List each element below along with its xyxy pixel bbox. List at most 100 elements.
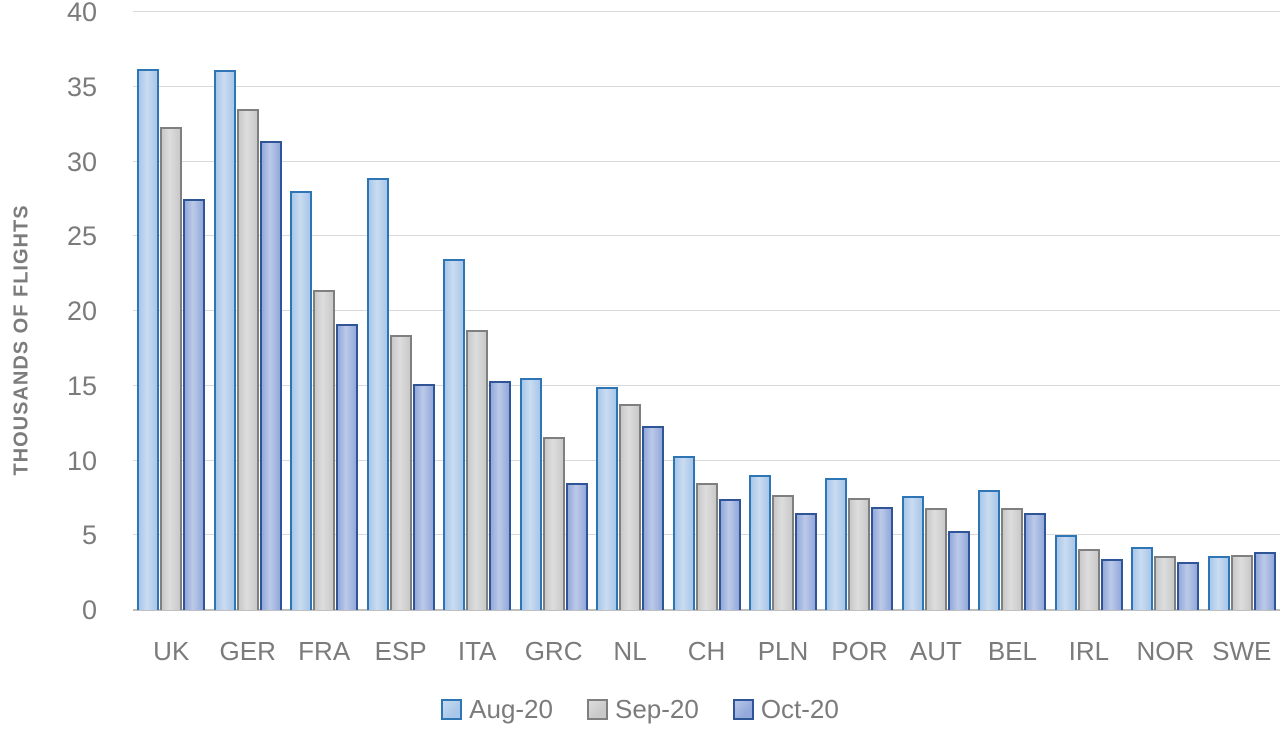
x-axis-label-aut: AUT [909, 636, 962, 666]
legend: Aug-20 Sep-20 Oct-20 [0, 694, 1280, 725]
bar-ita-sep-20 [466, 330, 489, 610]
bar-swe-sep-20 [1230, 554, 1253, 610]
bar-aut-aug-20 [901, 496, 924, 610]
gridline [133, 160, 1280, 162]
bar-grc-aug-20 [519, 378, 542, 610]
bar-aut-sep-20 [924, 508, 947, 610]
bar-fra-oct-20 [336, 324, 359, 610]
bar-nor-oct-20 [1177, 562, 1200, 610]
x-axis-label-fra: FRA [298, 636, 351, 666]
bar-por-aug-20 [825, 478, 848, 610]
gridline [133, 235, 1280, 237]
bar-group-aut [898, 12, 974, 610]
gridline [133, 310, 1280, 311]
bar-group-pln [745, 12, 821, 610]
bar-group-ger [209, 12, 285, 610]
y-tick-label: 0 [81, 595, 97, 625]
bar-pln-aug-20 [748, 475, 771, 610]
bar-uk-sep-20 [160, 127, 183, 610]
bar-swe-aug-20 [1207, 556, 1230, 610]
bar-bel-sep-20 [1001, 508, 1024, 610]
bar-group-esp [362, 12, 438, 610]
bar-por-sep-20 [848, 497, 871, 610]
bar-nor-aug-20 [1131, 547, 1154, 610]
bar-ch-aug-20 [672, 456, 695, 610]
bar-ger-sep-20 [236, 109, 259, 610]
bar-group-uk [133, 12, 209, 610]
bar-group-ch [668, 12, 744, 610]
x-axis-label-nl: NL [613, 636, 647, 666]
legend-label-sep-20: Sep-20 [614, 694, 699, 724]
x-axis-label-ger: GER [219, 636, 276, 666]
bar-esp-oct-20 [412, 384, 435, 610]
y-tick-label: 10 [66, 445, 97, 476]
legend-label-aug-20: Aug-20 [469, 694, 553, 724]
bar-group-fra [286, 12, 362, 610]
bar-group-grc [515, 12, 591, 610]
bar-nor-sep-20 [1154, 556, 1177, 610]
bar-uk-aug-20 [137, 68, 160, 610]
y-tick-label: 20 [66, 296, 97, 326]
gridline [133, 384, 1280, 386]
bar-bel-aug-20 [978, 490, 1001, 610]
bar-ch-sep-20 [695, 482, 718, 610]
bar-grc-oct-20 [565, 482, 588, 610]
x-axis-label-irl: IRL [1068, 636, 1110, 666]
bar-ch-oct-20 [718, 499, 741, 610]
x-axis-label-grc: GRC [524, 636, 583, 666]
x-axis-line [133, 609, 1280, 611]
bar-irl-sep-20 [1077, 548, 1100, 610]
bar-pln-sep-20 [771, 494, 794, 610]
bar-por-oct-20 [871, 506, 894, 610]
x-axis-label-ch: CH [687, 636, 726, 666]
bar-nl-oct-20 [642, 426, 665, 610]
bar-esp-sep-20 [389, 334, 412, 610]
bar-swe-oct-20 [1253, 551, 1276, 610]
y-tick-label: 40 [66, 0, 97, 27]
x-axis-label-swe: SWE [1212, 636, 1272, 666]
bar-ger-oct-20 [259, 140, 282, 610]
bar-group-ita [439, 12, 515, 610]
y-tick-label: 30 [66, 146, 97, 177]
bar-ita-oct-20 [489, 381, 512, 610]
bar-groups [133, 12, 1280, 610]
bar-ger-aug-20 [213, 70, 236, 610]
bar-ita-aug-20 [443, 258, 466, 610]
x-axis-label-bel: BEL [987, 636, 1037, 666]
bar-grc-sep-20 [542, 436, 565, 610]
legend-swatch-aug-20-icon [441, 699, 463, 720]
gridline [133, 85, 1280, 87]
bar-group-bel [974, 12, 1050, 610]
x-axis-label-ita: ITA [457, 636, 497, 666]
legend-swatch-oct-20-icon [732, 699, 754, 720]
bar-group-swe [1204, 12, 1280, 610]
gridline [133, 459, 1280, 461]
legend-item-aug-20: Aug-20 [441, 694, 553, 725]
y-tick-label: 15 [66, 370, 97, 401]
bar-fra-aug-20 [290, 191, 313, 610]
legend-label-oct-20: Oct-20 [760, 694, 839, 724]
bar-fra-sep-20 [313, 290, 336, 610]
bar-bel-oct-20 [1024, 512, 1047, 610]
bar-aut-oct-20 [947, 530, 970, 610]
bar-pln-oct-20 [794, 512, 817, 610]
bar-irl-aug-20 [1054, 535, 1077, 610]
bar-uk-oct-20 [183, 198, 206, 610]
legend-item-sep-20: Sep-20 [586, 694, 699, 725]
bar-group-nl [592, 12, 668, 610]
x-axis-label-por: POR [831, 636, 888, 666]
y-tick-label: 5 [81, 520, 97, 551]
y-tick-label: 25 [66, 221, 97, 252]
bar-irl-oct-20 [1100, 559, 1123, 610]
x-axis-label-esp: ESP [374, 636, 427, 666]
y-tick-label: 35 [66, 71, 97, 102]
x-axis-label-nor: NOR [1136, 636, 1195, 666]
bar-group-nor [1127, 12, 1203, 610]
gridline [133, 11, 1280, 12]
legend-item-oct-20: Oct-20 [732, 694, 839, 725]
legend-swatch-sep-20-icon [586, 699, 608, 720]
plot-area [133, 11, 1280, 611]
x-axis-labels: UK GER FRA ESP ITA GRC NL CH PLN POR AUT BEL IRL NOR S… [133, 636, 1280, 667]
bar-group-por [821, 12, 897, 610]
